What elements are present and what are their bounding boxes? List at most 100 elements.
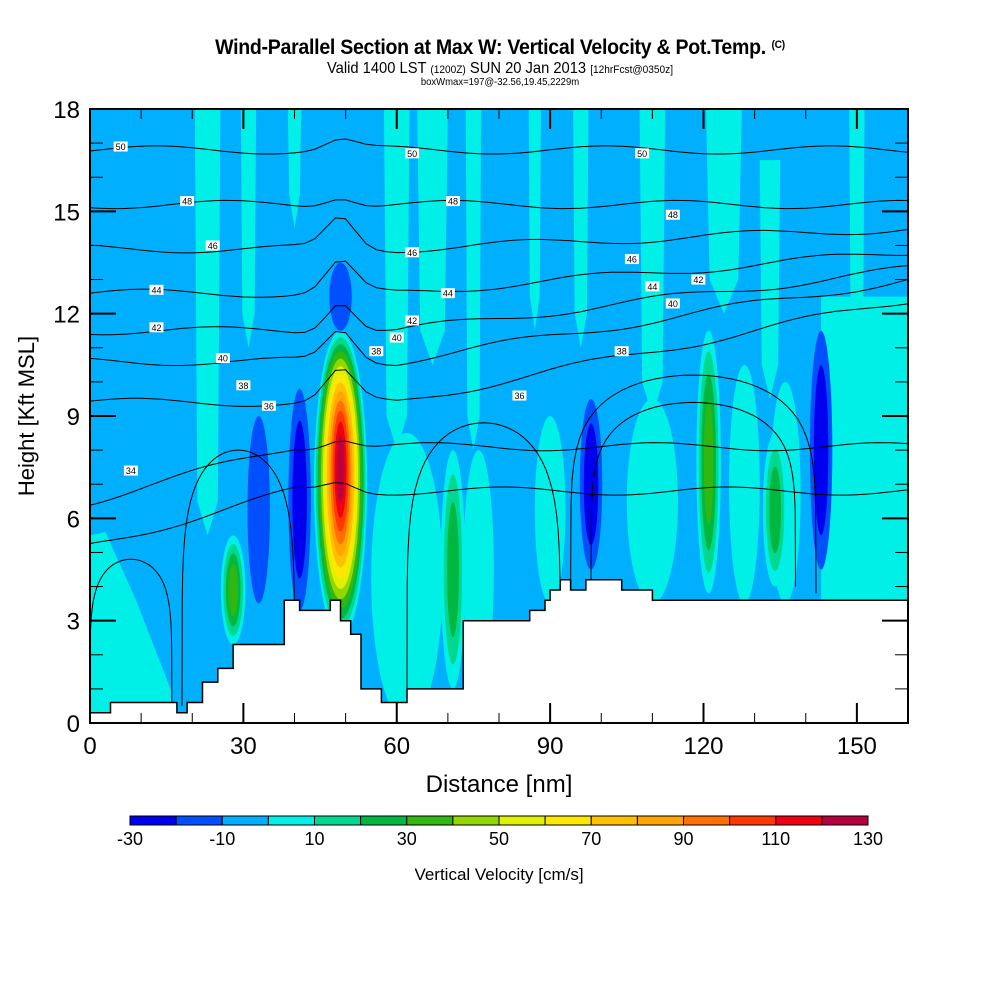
colorbar-tick-label: -30 bbox=[117, 829, 143, 849]
contour-label: 46 bbox=[405, 247, 420, 258]
field-streak bbox=[465, 109, 482, 451]
contour-label-bg bbox=[369, 346, 384, 357]
contour-label-text: 42 bbox=[693, 275, 703, 285]
colorbar-bin bbox=[452, 815, 500, 826]
field-column bbox=[534, 416, 566, 604]
x-tick-label: 90 bbox=[537, 733, 564, 760]
field-streak bbox=[849, 109, 865, 382]
contour-label: 50 bbox=[635, 148, 650, 159]
colorbar-bin bbox=[683, 815, 731, 826]
contour-label-bg bbox=[635, 148, 650, 159]
colorbar-tick-label: -10 bbox=[209, 829, 235, 849]
contour-label: 48 bbox=[665, 209, 680, 220]
colorbar-bin bbox=[406, 815, 454, 826]
field-streak bbox=[706, 109, 742, 314]
field-streak bbox=[240, 109, 257, 348]
contour-line-44 bbox=[90, 253, 908, 298]
contour-label: 44 bbox=[440, 288, 455, 299]
contour-label-bg bbox=[149, 284, 164, 295]
contour-line-48 bbox=[90, 199, 908, 210]
contour-label-bg bbox=[624, 254, 639, 265]
field-band bbox=[90, 531, 172, 723]
field-streak bbox=[287, 109, 302, 229]
contour-label-bg bbox=[440, 288, 455, 299]
contour-label-text: 46 bbox=[208, 241, 218, 251]
contour-label: 50 bbox=[405, 148, 420, 159]
contour-label-bg bbox=[665, 209, 680, 220]
colorbar-tick-label: 90 bbox=[673, 829, 693, 849]
copyright-mark: (C) bbox=[771, 39, 785, 51]
title-text: Wind-Parallel Section at Max W: Vertical… bbox=[215, 36, 766, 59]
x-axis-label: Distance [nm] bbox=[426, 771, 573, 798]
contour-label-text: 50 bbox=[637, 149, 647, 159]
y-tick-label: 15 bbox=[53, 199, 80, 226]
contour-label: 42 bbox=[691, 274, 706, 285]
contour-line-46 bbox=[90, 217, 908, 254]
contour-label-bg bbox=[665, 298, 680, 309]
colorbar-tick-label: 10 bbox=[304, 829, 324, 849]
colorbar-bin bbox=[636, 815, 684, 826]
contour-label-text: 38 bbox=[238, 381, 248, 391]
contour-label-text: 48 bbox=[668, 210, 678, 220]
contour-label-text: 42 bbox=[407, 316, 417, 326]
contour-label-text: 50 bbox=[407, 149, 417, 159]
contour-label: 40 bbox=[215, 353, 230, 364]
box-info: boxWmax=197@-32.56,19.45,2229m bbox=[420, 77, 580, 88]
contour-label-text: 38 bbox=[371, 347, 381, 357]
chart-title: Wind-Parallel Section at Max W: Vertical… bbox=[35, 36, 965, 60]
contour-label-text: 44 bbox=[443, 289, 453, 299]
contour-label-text: 44 bbox=[647, 282, 657, 292]
terrain bbox=[90, 578, 908, 723]
contour-label: 44 bbox=[149, 284, 164, 295]
field-cell bbox=[292, 420, 307, 579]
contour-line-38 bbox=[90, 303, 908, 407]
field-cell bbox=[703, 399, 714, 525]
colorbar-bin bbox=[267, 815, 315, 826]
contour-label-bg bbox=[512, 390, 527, 401]
contour-label-text: 36 bbox=[264, 401, 274, 411]
colorbar-tick-label: 70 bbox=[581, 829, 601, 849]
colorbar-bin bbox=[175, 815, 223, 826]
x-tick-label: 60 bbox=[383, 733, 410, 760]
colorbar-bin bbox=[821, 815, 869, 826]
contour-label-bg bbox=[405, 148, 420, 159]
contour-label: 36 bbox=[261, 400, 276, 411]
y-tick-label: 0 bbox=[67, 711, 80, 738]
y-tick-label: 12 bbox=[53, 302, 80, 329]
field-cell bbox=[329, 262, 352, 331]
contour-label: 46 bbox=[205, 240, 220, 251]
contour-label-text: 34 bbox=[126, 466, 136, 476]
field-streak bbox=[528, 109, 541, 331]
contour-label: 48 bbox=[445, 196, 460, 207]
contour-label-text: 40 bbox=[668, 299, 678, 309]
colorbar-bin bbox=[221, 815, 269, 826]
contour-label-bg bbox=[261, 400, 276, 411]
contour-label: 40 bbox=[389, 332, 404, 343]
colorbar-bin bbox=[498, 815, 546, 826]
contour-label-text: 46 bbox=[627, 255, 637, 265]
contour-label: 42 bbox=[149, 322, 164, 333]
colorbar-tick-label: 110 bbox=[761, 829, 790, 849]
contour-dome bbox=[406, 422, 561, 696]
contour-dome bbox=[181, 449, 295, 706]
field-streak bbox=[759, 160, 781, 399]
field-column bbox=[729, 364, 760, 604]
x-tick-label: 30 bbox=[230, 733, 257, 760]
valid-utc-time: (1200Z) bbox=[430, 64, 466, 76]
contour-label-bg bbox=[123, 465, 138, 476]
contour-label-bg bbox=[215, 353, 230, 364]
contour-label: 38 bbox=[614, 346, 629, 357]
contour-label-text: 44 bbox=[151, 285, 161, 295]
field-cell bbox=[447, 501, 459, 638]
terrain-profile bbox=[90, 578, 908, 723]
field-cell bbox=[247, 416, 270, 604]
y-tick-label: 9 bbox=[67, 404, 80, 431]
contour-label: 34 bbox=[123, 465, 138, 476]
colorbar-label: Vertical Velocity [cm/s] bbox=[414, 865, 583, 884]
colorbar-bin bbox=[360, 815, 408, 826]
contour-label: 42 bbox=[405, 315, 420, 326]
contour-label-text: 38 bbox=[617, 347, 627, 357]
colorbar-tick-label: 50 bbox=[489, 829, 509, 849]
